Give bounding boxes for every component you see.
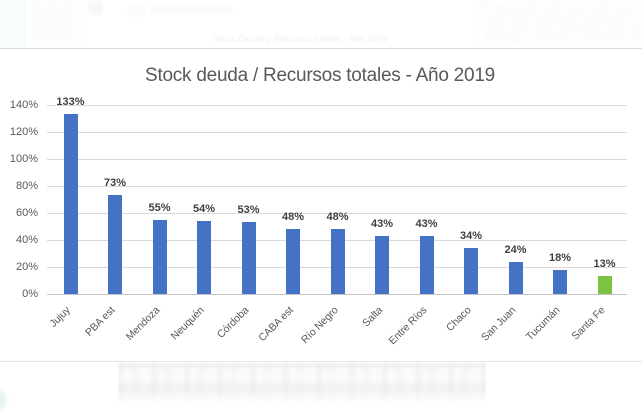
x-tick-label: Santa Fe bbox=[569, 304, 608, 343]
bar-Santa Fe bbox=[597, 276, 612, 294]
y-tick-label: 40% bbox=[15, 234, 38, 246]
x-tick-label: San Juan bbox=[478, 304, 519, 344]
x-tick-label: CABA est bbox=[256, 304, 296, 344]
x-tick-label: Jujuy bbox=[47, 304, 74, 330]
bar-Río Negro bbox=[330, 229, 345, 294]
bar-value-label: 55% bbox=[148, 202, 171, 214]
bar-value-label: 53% bbox=[237, 204, 260, 216]
faded-topright-photo bbox=[478, 0, 642, 47]
y-tick-label: 80% bbox=[15, 180, 38, 192]
x-tick-label: Tucumán bbox=[524, 304, 563, 343]
bar-PBA est bbox=[108, 195, 122, 294]
bar-value-label: 73% bbox=[103, 177, 127, 189]
y-tick-label: 20% bbox=[15, 261, 38, 273]
bar-San Juan bbox=[508, 262, 523, 294]
x-tick-label: Córdoba bbox=[214, 304, 252, 341]
plot-area: 0% 20% 40% 60% 80% 100% 120% 140% 133% Jujuy 73% PB… bbox=[0, 49, 642, 361]
x-tick-label: Chaco bbox=[444, 304, 474, 334]
x-tick-label: PBA est bbox=[83, 304, 118, 339]
x-axis-line bbox=[47, 294, 627, 295]
faded-logo-mark bbox=[88, 2, 103, 15]
faded-byline-text bbox=[151, 6, 233, 15]
bar-Chaco bbox=[464, 248, 478, 294]
bar-Tucumán bbox=[553, 270, 567, 294]
bar-value-label: 24% bbox=[504, 244, 527, 256]
faded-teal-logo-smudge bbox=[0, 386, 9, 414]
y-tick-label: 60% bbox=[15, 207, 38, 219]
bar-value-label: 54% bbox=[192, 203, 216, 215]
bar-value-label: 18% bbox=[548, 252, 572, 264]
bar-value-label: 133% bbox=[56, 96, 85, 108]
chart-title: Stock deuda / Recursos totales - Año 201… bbox=[145, 65, 495, 86]
bar-value-label: 43% bbox=[370, 218, 394, 230]
bar-Jujuy bbox=[63, 114, 78, 294]
gridline bbox=[47, 186, 627, 187]
bottom-divider-line bbox=[0, 361, 642, 362]
faded-photo-white-fade bbox=[118, 363, 486, 407]
bar-Mendoza bbox=[152, 220, 167, 294]
bar-Neuquén bbox=[197, 221, 211, 294]
bar-value-label: 13% bbox=[593, 258, 616, 270]
faded-share-icon bbox=[128, 5, 145, 16]
faded-photo-roofline bbox=[118, 363, 486, 368]
y-tick-label: 100% bbox=[9, 153, 38, 165]
bar-Salta bbox=[375, 236, 389, 294]
bar-value-label: 48% bbox=[326, 211, 349, 223]
bar-Córdoba bbox=[241, 222, 256, 294]
bar-CABA est bbox=[286, 229, 300, 294]
x-tick-label: Entre Ríos bbox=[386, 304, 430, 348]
faded-photo-shadow-band bbox=[118, 383, 486, 399]
bar-value-label: 34% bbox=[459, 230, 483, 242]
gridline bbox=[47, 105, 627, 106]
faded-topleft-photo bbox=[33, 0, 80, 46]
y-tick-label: 140% bbox=[9, 99, 38, 111]
gridline bbox=[47, 213, 627, 214]
bar-Entre Ríos bbox=[419, 236, 434, 294]
x-tick-label: Mendoza bbox=[123, 304, 163, 343]
faded-building-photo bbox=[118, 363, 486, 407]
x-tick-label: Neuquén bbox=[168, 304, 207, 343]
faded-topleft-panel bbox=[0, 0, 26, 48]
bar-chart: Stock deuda / Recursos totales - Año 201… bbox=[0, 49, 642, 361]
x-tick-label: Salta bbox=[359, 304, 385, 330]
gridline bbox=[47, 159, 627, 160]
y-tick-label: 0% bbox=[22, 288, 38, 300]
x-tick-label: Río Negro bbox=[298, 304, 341, 346]
gridline bbox=[47, 132, 627, 133]
faded-photo-texture bbox=[118, 363, 486, 407]
bar-value-label: 43% bbox=[415, 218, 438, 230]
faded-caption-text: Stock Deuda y Recursos totales - Año 201… bbox=[212, 34, 388, 44]
y-tick-label: 120% bbox=[9, 126, 38, 138]
bar-value-label: 48% bbox=[281, 211, 305, 223]
